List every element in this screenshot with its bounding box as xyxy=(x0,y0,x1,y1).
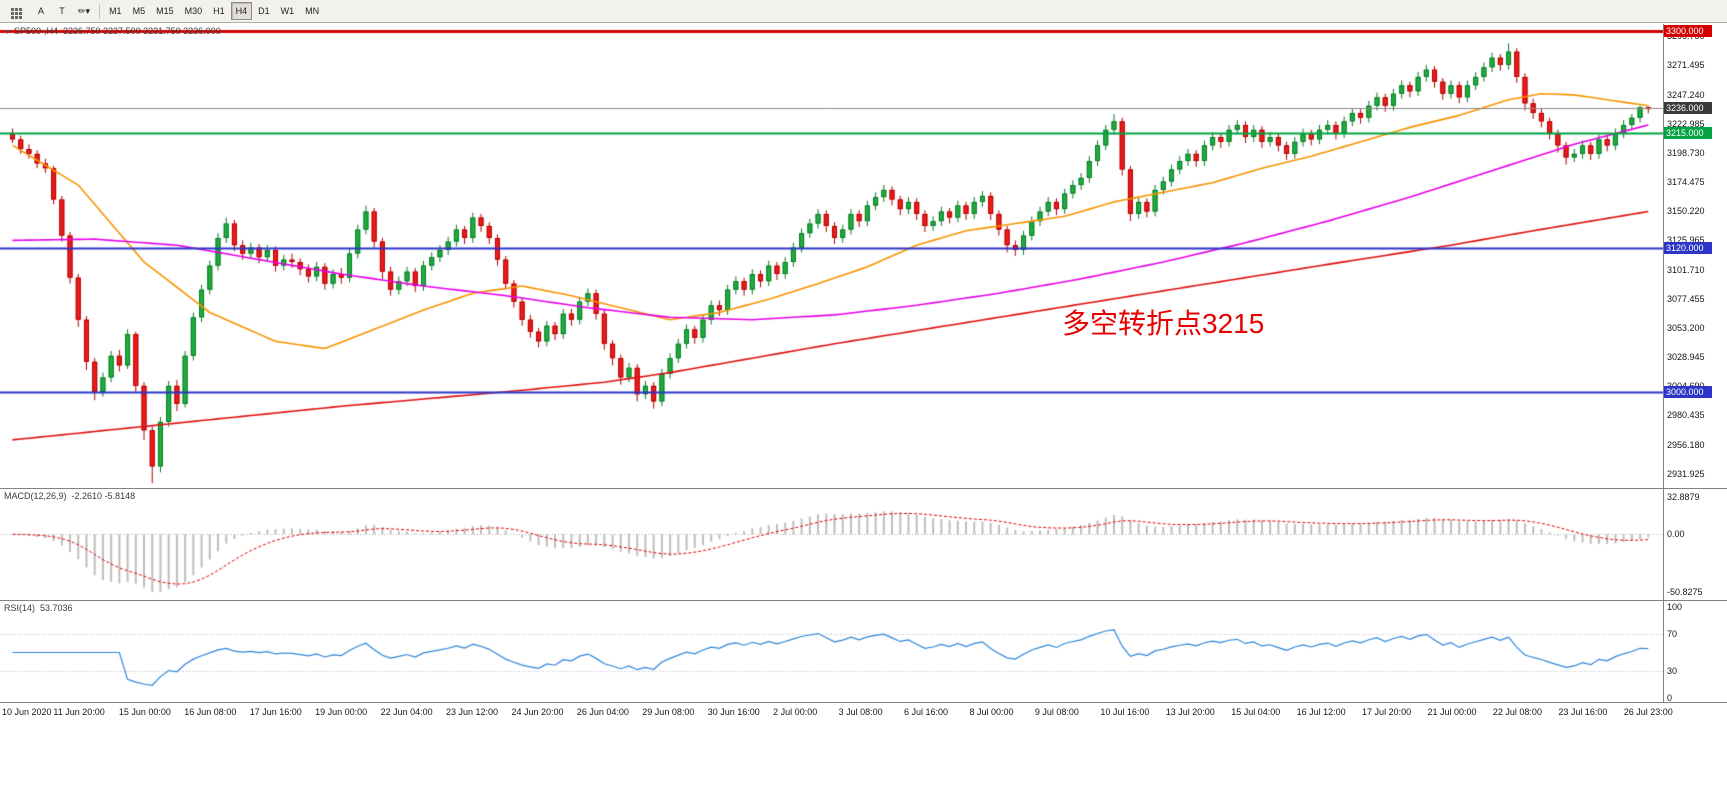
price-tick: 2956.180 xyxy=(1667,439,1705,450)
timeframe-button-m30[interactable]: M30 xyxy=(180,2,208,20)
time-axis-label: 23 Jul 16:00 xyxy=(1558,707,1608,717)
rsi-canvas[interactable] xyxy=(0,601,1663,702)
macd-values: -2.2610 -5.8148 xyxy=(71,491,136,501)
time-axis-label: 6 Jul 16:00 xyxy=(904,707,949,717)
price-axis[interactable]: 3295.7503271.4953247.2403222.9853198.730… xyxy=(1663,24,1727,488)
time-axis-label: 16 Jun 08:00 xyxy=(184,707,237,717)
time-axis-label: 8 Jul 00:00 xyxy=(969,707,1014,717)
timeframe-button-h4[interactable]: H4 xyxy=(230,2,253,20)
macd-label: MACD(12,26,9) xyxy=(4,491,67,501)
rsi-header: RSI(14) 53.7036 xyxy=(4,603,73,613)
price-tick: 3028.945 xyxy=(1667,352,1705,363)
text-tool-button[interactable]: T xyxy=(52,2,72,20)
tile-windows-icon xyxy=(8,6,25,21)
timeframe-button-h1[interactable]: H1 xyxy=(208,2,230,20)
time-axis-label: 30 Jun 16:00 xyxy=(707,707,760,717)
timeframe-button-w1[interactable]: W1 xyxy=(276,2,300,20)
chart-stack: ▼ SP500-,H4 3236.750 3237.500 3231.750 323… xyxy=(0,24,1727,792)
time-axis-label: 22 Jun 04:00 xyxy=(380,707,433,717)
time-axis-label: 10 Jun 2020 xyxy=(2,707,52,717)
chart-text-annotation[interactable]: 多空转折点3215 xyxy=(1062,308,1265,339)
timeframe-button-d1[interactable]: D1 xyxy=(253,2,275,20)
time-axis-label: 26 Jun 04:00 xyxy=(576,707,629,717)
time-axis-label: 29 Jun 08:00 xyxy=(642,707,695,717)
rsi-value: 53.7036 xyxy=(40,603,73,613)
price-chart-canvas[interactable] xyxy=(0,24,1663,488)
macd-header: MACD(12,26,9) -2.2610 -5.8148 xyxy=(4,491,135,501)
ohlc-open: 3236.750 xyxy=(62,26,101,36)
time-axis-label: 9 Jul 08:00 xyxy=(1034,707,1079,717)
time-axis-label: 15 Jun 00:00 xyxy=(118,707,171,717)
time-axis-label: 17 Jun 16:00 xyxy=(249,707,302,717)
macd-canvas[interactable] xyxy=(0,489,1663,600)
time-axis-label: 26 Jul 23:00 xyxy=(1623,707,1673,717)
macd-tick: -50.8275 xyxy=(1667,587,1703,597)
rsi-tick: 0 xyxy=(1667,693,1673,703)
panel-splitter[interactable] xyxy=(0,488,1727,489)
cursor-tool-button[interactable]: A xyxy=(31,2,51,20)
time-axis-label: 23 Jun 12:00 xyxy=(446,707,499,717)
price-tick: 3077.455 xyxy=(1667,293,1705,304)
macd-tick: 32.8879 xyxy=(1667,492,1700,502)
rsi-tick: 70 xyxy=(1667,629,1678,640)
time-axis-label: 10 Jul 16:00 xyxy=(1100,707,1150,717)
symbol-label: SP500-,H4 xyxy=(13,26,58,36)
rsi-axis[interactable]: 100 70 30 0 xyxy=(1663,601,1727,703)
price-tick: 2980.435 xyxy=(1667,410,1705,421)
time-axis[interactable]: 10 Jun 2020 11 Jun 20:00 15 Jun 00:00 16 Ju… xyxy=(0,703,1673,723)
price-tick: 2931.925 xyxy=(1667,468,1705,479)
price-tick: 3198.730 xyxy=(1667,147,1705,158)
price-tick: 3150.220 xyxy=(1667,206,1705,217)
toolbar-separator xyxy=(99,3,101,19)
macd-axis[interactable]: 32.8879 0.00 -50.8275 xyxy=(1663,489,1727,600)
price-tick: 3125.965 xyxy=(1667,235,1705,246)
panel-splitter[interactable] xyxy=(0,702,1727,703)
timeframe-button-m15[interactable]: M15 xyxy=(151,2,179,20)
time-axis-label: 15 Jul 04:00 xyxy=(1231,707,1281,717)
ohlc-low: 3231.750 xyxy=(143,26,181,36)
price-tick: 3174.475 xyxy=(1667,177,1705,188)
price-tick: 3222.985 xyxy=(1667,118,1705,129)
timeframe-button-m1[interactable]: M1 xyxy=(104,2,127,20)
macd-panel: MACD(12,26,9) -2.2610 -5.8148 32.8879 0.00… xyxy=(0,489,1727,600)
time-axis-label: 3 Jul 08:00 xyxy=(838,707,883,717)
price-tick: 3053.200 xyxy=(1667,322,1705,333)
time-axis-label: 2 Jul 00:00 xyxy=(773,707,818,717)
time-axis-label: 21 Jul 00:00 xyxy=(1427,707,1477,717)
chart-symbol-header: ▼ SP500-,H4 3236.750 3237.500 3231.750 323… xyxy=(4,26,221,36)
timeframe-button-m5[interactable]: M5 xyxy=(128,2,151,20)
macd-tick: 0.00 xyxy=(1667,529,1685,540)
rsi-tick: 30 xyxy=(1667,665,1678,676)
time-axis-label: 22 Jul 08:00 xyxy=(1492,707,1542,717)
price-level-badge: 3300.000 xyxy=(1664,25,1712,38)
price-level-badge: 3000.000 xyxy=(1664,385,1712,398)
draw-tool-button[interactable]: ✏▾ xyxy=(73,2,95,20)
rsi-label: RSI(14) xyxy=(4,603,36,613)
price-tick: 3271.495 xyxy=(1667,60,1705,71)
time-axis-label: 13 Jul 20:00 xyxy=(1165,707,1215,717)
time-axis-label: 19 Jun 00:00 xyxy=(315,707,368,717)
price-chart-panel: ▼ SP500-,H4 3236.750 3237.500 3231.750 323… xyxy=(0,24,1727,488)
time-axis-label: 17 Jul 20:00 xyxy=(1362,707,1412,717)
price-level-badge: 3236.000 xyxy=(1664,102,1712,115)
price-tick: 3101.710 xyxy=(1667,264,1705,275)
rsi-panel: RSI(14) 53.7036 100 70 30 0 xyxy=(0,601,1727,703)
tile-windows-icon[interactable] xyxy=(3,2,30,20)
time-axis-label: 24 Jun 20:00 xyxy=(511,707,564,717)
chart-collapse-icon[interactable]: ▼ xyxy=(4,29,11,36)
price-level-badge: 3120.000 xyxy=(1664,241,1712,254)
time-axis-label: 11 Jun 20:00 xyxy=(53,707,105,717)
price-level-badge: 3215.000 xyxy=(1664,127,1712,140)
price-tick: 3247.240 xyxy=(1667,89,1705,100)
rsi-tick: 100 xyxy=(1667,602,1683,612)
panel-splitter[interactable] xyxy=(0,600,1727,601)
ohlc-high: 3237.500 xyxy=(103,26,141,36)
time-axis-label: 16 Jul 12:00 xyxy=(1296,707,1346,717)
ohlc-close: 3236.000 xyxy=(183,26,221,36)
timeframe-button-mn[interactable]: MN xyxy=(300,2,324,20)
toolbar: A T ✏▾ M1 M5 M15 M30 H1 H4 D1 W1 MN xyxy=(0,0,1727,23)
